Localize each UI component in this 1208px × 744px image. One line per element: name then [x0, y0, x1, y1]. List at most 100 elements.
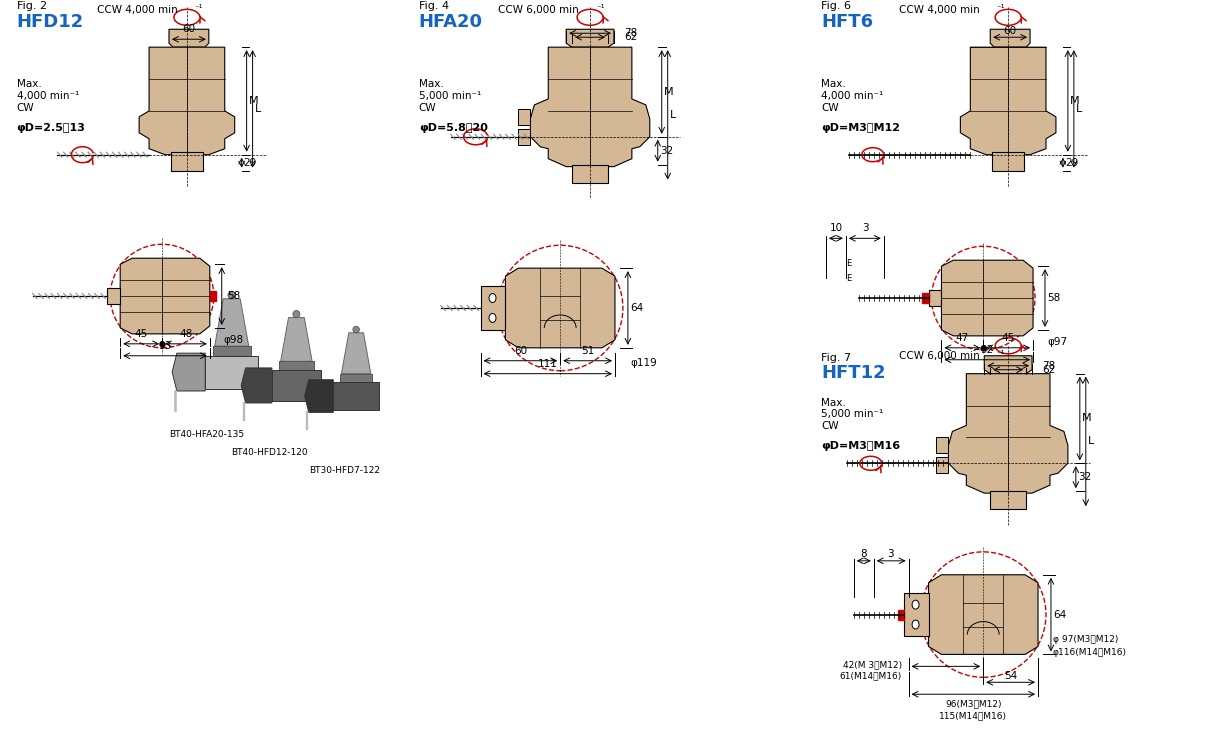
Circle shape: [353, 327, 360, 333]
Polygon shape: [991, 491, 1026, 509]
Text: 115(M14～M16): 115(M14～M16): [940, 711, 1007, 720]
Text: φD=M3～M12: φD=M3～M12: [821, 123, 900, 132]
Text: CW: CW: [17, 103, 34, 113]
Text: 60: 60: [513, 346, 527, 356]
Polygon shape: [567, 29, 614, 47]
Text: Fig. 7: Fig. 7: [821, 353, 852, 363]
Text: HFD12: HFD12: [17, 13, 83, 31]
Text: 78: 78: [1043, 361, 1056, 371]
Bar: [922, 293, 929, 303]
Text: Max.: Max.: [17, 79, 41, 89]
Text: L: L: [255, 104, 261, 114]
Text: CCW 4,000 min: CCW 4,000 min: [899, 5, 980, 16]
Polygon shape: [929, 575, 1038, 655]
Polygon shape: [505, 268, 615, 347]
Polygon shape: [213, 346, 250, 356]
Polygon shape: [304, 379, 333, 412]
Text: 45: 45: [1001, 333, 1015, 343]
Text: HFT12: HFT12: [821, 364, 885, 382]
Bar: [210, 291, 216, 301]
Text: CW: CW: [821, 421, 838, 432]
Text: 3: 3: [888, 549, 894, 559]
Polygon shape: [242, 368, 272, 403]
Polygon shape: [215, 299, 249, 346]
Text: 78: 78: [623, 28, 637, 38]
Ellipse shape: [912, 600, 919, 609]
Text: 64: 64: [1053, 609, 1067, 620]
Text: 62: 62: [623, 32, 637, 42]
Text: L: L: [669, 110, 676, 120]
Text: 93: 93: [158, 341, 172, 350]
Polygon shape: [941, 260, 1033, 336]
Polygon shape: [121, 258, 210, 334]
Text: M: M: [1070, 96, 1080, 106]
Text: HFT6: HFT6: [821, 13, 873, 31]
Text: M: M: [1082, 414, 1092, 423]
Polygon shape: [280, 318, 312, 362]
Text: CCW 6,000 min: CCW 6,000 min: [899, 350, 980, 361]
Text: 29: 29: [244, 158, 257, 167]
Polygon shape: [172, 152, 203, 170]
Polygon shape: [929, 290, 941, 306]
Polygon shape: [573, 164, 608, 182]
Text: 10: 10: [830, 223, 842, 234]
Text: 51: 51: [581, 346, 594, 356]
Text: Max.: Max.: [419, 79, 443, 89]
Ellipse shape: [489, 294, 496, 303]
Text: HFA20: HFA20: [419, 13, 483, 31]
Text: 54: 54: [1005, 671, 1018, 682]
Polygon shape: [992, 152, 1024, 170]
Polygon shape: [108, 288, 121, 304]
Polygon shape: [169, 29, 209, 47]
Text: 47: 47: [956, 333, 969, 343]
Text: 62: 62: [1043, 365, 1056, 375]
Text: φD=2.5～13: φD=2.5～13: [17, 123, 86, 132]
Text: 60: 60: [182, 25, 196, 34]
Polygon shape: [518, 129, 530, 145]
Polygon shape: [991, 29, 1030, 47]
Text: L: L: [1076, 104, 1082, 114]
Text: 61(M14～M16): 61(M14～M16): [840, 672, 901, 681]
Text: φ116(M14～M16): φ116(M14～M16): [1053, 648, 1127, 657]
Text: φ 97(M3～M12): φ 97(M3～M12): [1053, 635, 1119, 644]
Text: CCW 4,000 min: CCW 4,000 min: [98, 5, 178, 16]
Text: 3: 3: [863, 223, 869, 234]
Polygon shape: [172, 353, 205, 391]
Text: φ98: φ98: [223, 335, 244, 345]
Text: Fig. 4: Fig. 4: [419, 1, 449, 11]
Text: 8: 8: [860, 549, 867, 559]
Text: 58: 58: [227, 291, 240, 301]
Text: 4,000 min⁻¹: 4,000 min⁻¹: [17, 91, 79, 101]
Text: Fig. 2: Fig. 2: [17, 1, 47, 11]
Text: CCW 6,000 min: CCW 6,000 min: [499, 5, 579, 16]
Polygon shape: [936, 437, 948, 453]
Text: BT30-HFD7-122: BT30-HFD7-122: [309, 466, 379, 475]
Text: 64: 64: [629, 303, 643, 313]
Bar: [898, 609, 904, 620]
Text: 111: 111: [538, 359, 558, 369]
Text: φD=M3～M16: φD=M3～M16: [821, 441, 900, 452]
Circle shape: [228, 291, 236, 299]
Text: Max.: Max.: [821, 79, 846, 89]
Polygon shape: [481, 286, 505, 330]
Text: 42(M 3～M12): 42(M 3～M12): [842, 660, 901, 669]
Polygon shape: [139, 47, 234, 155]
Text: 4,000 min⁻¹: 4,000 min⁻¹: [821, 91, 883, 101]
Polygon shape: [936, 458, 948, 473]
Polygon shape: [960, 47, 1056, 155]
Text: φ119: φ119: [629, 358, 657, 368]
Text: ⁻¹: ⁻¹: [997, 4, 1005, 13]
Polygon shape: [339, 373, 372, 382]
Text: Fig. 6: Fig. 6: [821, 1, 850, 11]
Text: 60: 60: [1004, 26, 1017, 36]
Polygon shape: [279, 362, 314, 370]
Polygon shape: [333, 382, 379, 411]
Text: Max.: Max.: [821, 397, 846, 408]
Text: 29: 29: [1065, 158, 1079, 167]
Text: 48: 48: [179, 329, 192, 339]
Ellipse shape: [912, 620, 919, 629]
Text: CW: CW: [821, 103, 838, 113]
Text: BT40-HFA20-135: BT40-HFA20-135: [169, 430, 244, 440]
Text: M: M: [249, 96, 259, 106]
Text: 96(M3～M12): 96(M3～M12): [945, 699, 1001, 708]
